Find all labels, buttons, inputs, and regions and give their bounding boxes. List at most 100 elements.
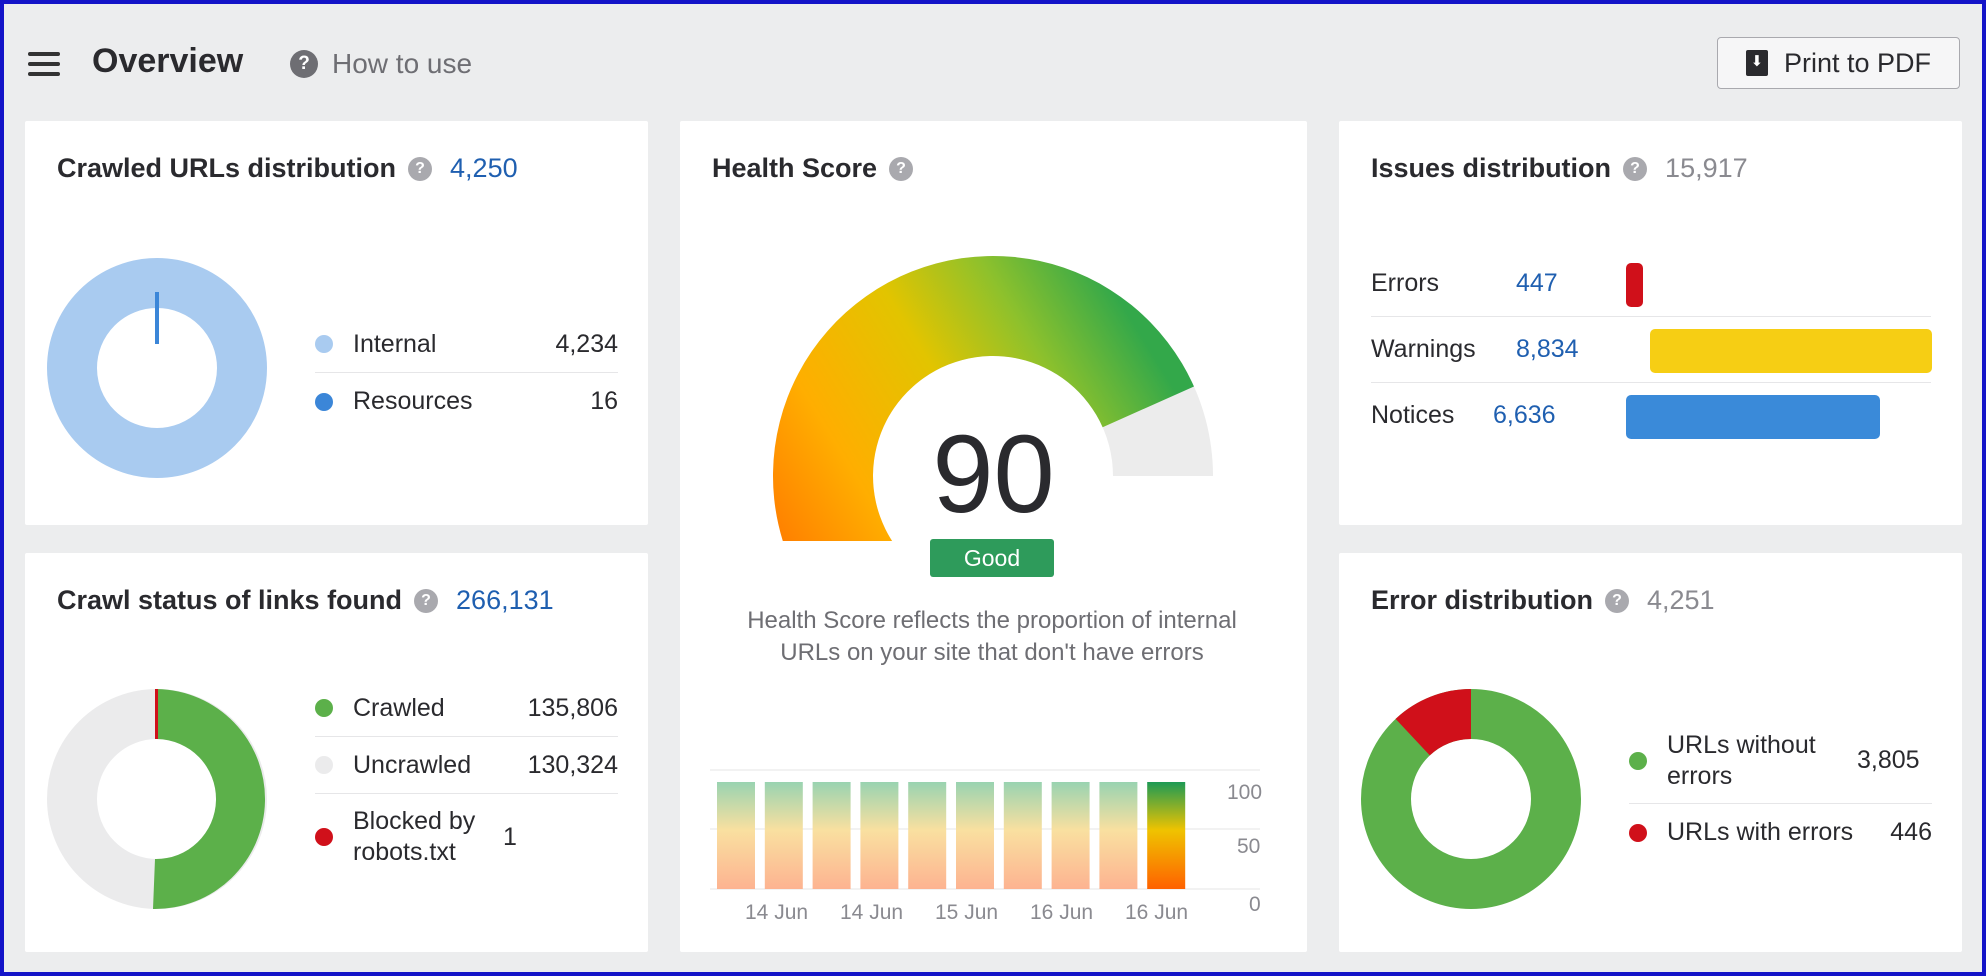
donut-slice-blocked[interactable]: [155, 689, 158, 739]
how-to-use-link[interactable]: ? How to use: [290, 48, 472, 80]
crawl-status-card: Crawl status of links found ? 266,131 Cr…: [25, 553, 648, 952]
download-icon: [1745, 50, 1768, 76]
legend-label: URLs with errors: [1667, 818, 1854, 846]
issue-row-errors[interactable]: Errors 447: [1371, 251, 1931, 317]
history-bar[interactable]: [1099, 782, 1138, 889]
card-title: Crawled URLs distribution: [57, 153, 397, 183]
history-bar[interactable]: [717, 782, 755, 889]
history-bar[interactable]: [860, 782, 899, 889]
x-tick-label: 14 Jun: [840, 901, 904, 924]
history-bar[interactable]: [1051, 782, 1090, 889]
crawl-status-donut: [47, 689, 267, 910]
health-score-badge: Good: [930, 539, 1054, 577]
crawled-urls-legend: Internal 4,234 Resources 16: [315, 316, 618, 430]
issue-label: Warnings: [1371, 335, 1476, 363]
help-icon[interactable]: ?: [408, 156, 433, 181]
legend-item-uncrawled[interactable]: Uncrawled 130,324: [315, 737, 618, 794]
donut-slice-crawled[interactable]: [153, 689, 266, 910]
issue-row-warnings[interactable]: Warnings 8,834: [1371, 317, 1932, 383]
error-distribution-donut: [1361, 689, 1581, 909]
history-bar[interactable]: [1003, 782, 1042, 889]
card-title: Issues distribution: [1371, 153, 1612, 183]
x-tick-label: 16 Jun: [1125, 901, 1189, 924]
legend-item-with-errors[interactable]: URLs with errors 446: [1629, 804, 1932, 861]
crawled-urls-total[interactable]: 4,250: [450, 153, 518, 183]
legend-dot: [315, 699, 333, 717]
issue-label: Errors: [1371, 269, 1440, 297]
health-gauge: [773, 256, 1213, 541]
donut-slice-without-errors[interactable]: [1361, 689, 1581, 909]
history-bar[interactable]: [908, 782, 947, 889]
legend-label: Crawled: [353, 693, 445, 722]
legend-value: 1: [503, 822, 517, 851]
card-title: Health Score: [712, 153, 878, 183]
issue-count[interactable]: 447: [1516, 269, 1558, 297]
issues-distribution-card: Issues distribution ? 15,917 Errors 447 …: [1339, 121, 1962, 525]
issue-count[interactable]: 8,834: [1516, 335, 1579, 363]
page-title: Overview: [92, 42, 244, 80]
health-score-description: Health Score reflects the proportion of …: [747, 607, 1237, 666]
crawled-urls-card: Crawled URLs distribution ? 4,250 Intern…: [25, 121, 648, 525]
card-title: Crawl status of links found: [57, 585, 403, 615]
legend-item-crawled[interactable]: Crawled 135,806: [315, 680, 618, 737]
print-to-pdf-label: Print to PDF: [1783, 47, 1932, 78]
help-icon[interactable]: ?: [414, 588, 439, 613]
crawl-status-title-row: Crawl status of links found ? 266,131: [57, 585, 554, 616]
legend-dot: [315, 335, 333, 353]
legend-dot: [1629, 823, 1647, 842]
health-score-card: Health Score ? 90 Good Health Score refl…: [680, 121, 1307, 952]
legend-label: Resources: [353, 387, 473, 415]
x-tick-label: 14 Jun: [745, 901, 809, 924]
card-title: Error distribution: [1371, 585, 1593, 615]
history-bar[interactable]: [812, 782, 851, 889]
top-bar: Overview ? How to use Print to PDF: [4, 4, 1982, 122]
legend-value: 4,234: [555, 329, 618, 358]
donut-slice-internal[interactable]: [47, 258, 267, 478]
donut-slice-resources[interactable]: [155, 292, 159, 344]
crawl-status-legend: Crawled 135,806 Uncrawled 130,324 Blocke…: [315, 680, 618, 880]
issues-total: 15,917: [1665, 153, 1748, 183]
issue-label: Notices: [1371, 401, 1455, 429]
legend-item-without-errors[interactable]: URLs without errors 3,805: [1629, 718, 1932, 804]
issue-count[interactable]: 6,636: [1493, 401, 1556, 429]
menu-icon[interactable]: [28, 52, 60, 76]
help-icon[interactable]: ?: [889, 156, 914, 181]
legend-item-blocked[interactable]: Blocked by robots.txt 1: [315, 794, 618, 880]
issue-bar-errors[interactable]: [1626, 263, 1643, 307]
print-to-pdf-button[interactable]: Print to PDF: [1717, 37, 1960, 89]
y-tick-label: 100: [1227, 781, 1263, 804]
legend-dot: [315, 828, 333, 846]
health-score-title-row: Health Score ?: [712, 153, 914, 184]
legend-item-resources[interactable]: Resources 16: [315, 373, 618, 430]
legend-value: 135,806: [527, 693, 618, 722]
crawled-urls-title-row: Crawled URLs distribution ? 4,250: [57, 153, 518, 184]
error-distribution-card: Error distribution ? 4,251 URLs without …: [1339, 553, 1962, 952]
issues-title-row: Issues distribution ? 15,917: [1371, 153, 1748, 184]
history-bar[interactable]: [956, 782, 994, 889]
legend-label: Uncrawled: [353, 750, 472, 779]
x-tick-label: 16 Jun: [1030, 901, 1094, 924]
legend-label: Blocked by robots.txt: [353, 807, 476, 866]
help-icon[interactable]: ?: [1605, 588, 1629, 613]
legend-value: 16: [590, 387, 618, 415]
legend-item-internal[interactable]: Internal 4,234: [315, 316, 618, 373]
help-icon[interactable]: ?: [1623, 156, 1648, 181]
issue-bar-warnings[interactable]: [1650, 329, 1932, 373]
issue-row-notices[interactable]: Notices 6,636: [1371, 383, 1931, 449]
legend-dot: [1629, 751, 1647, 770]
legend-label: URLs without errors: [1667, 730, 1816, 790]
crawl-status-total[interactable]: 266,131: [456, 585, 554, 615]
gauge-fill: [773, 256, 1194, 541]
y-tick-label: 0: [1249, 893, 1261, 916]
health-score-value: 90: [932, 413, 1055, 536]
history-bar[interactable]: [1147, 782, 1186, 889]
how-to-use-label: How to use: [332, 48, 473, 79]
legend-value: 3,805: [1857, 746, 1920, 774]
history-bar[interactable]: [764, 782, 803, 889]
donut-slice-with-errors[interactable]: [1395, 689, 1471, 756]
error-distribution-title-row: Error distribution ? 4,251: [1371, 585, 1715, 616]
error-distribution-total: 4,251: [1647, 585, 1715, 615]
legend-value: 446: [1890, 818, 1932, 846]
legend-dot: [315, 756, 333, 774]
issue-bar-notices[interactable]: [1626, 395, 1880, 439]
